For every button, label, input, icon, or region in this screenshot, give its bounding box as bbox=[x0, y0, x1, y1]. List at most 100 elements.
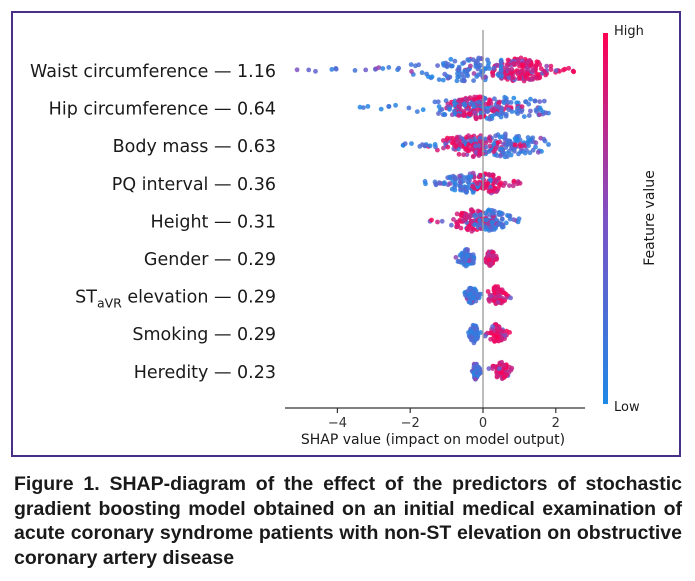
shap-point bbox=[483, 140, 489, 146]
shap-point bbox=[510, 183, 516, 189]
shap-point bbox=[543, 110, 549, 116]
shap-point bbox=[439, 107, 445, 112]
shap-point bbox=[537, 99, 543, 104]
shap-point bbox=[525, 66, 531, 72]
shap-point bbox=[494, 257, 499, 262]
shap-point bbox=[467, 95, 473, 101]
shap-point bbox=[537, 105, 543, 111]
shap-point bbox=[476, 64, 482, 70]
shap-point bbox=[486, 101, 491, 107]
shap-point bbox=[452, 184, 458, 190]
shap-point bbox=[495, 334, 501, 340]
shap-point bbox=[493, 225, 498, 231]
shap-point bbox=[534, 109, 539, 114]
shap-point bbox=[546, 142, 551, 147]
shap-point bbox=[507, 330, 512, 335]
shap-point bbox=[396, 65, 402, 71]
shap-point bbox=[464, 253, 470, 259]
shap-point bbox=[508, 367, 514, 373]
shap-point bbox=[466, 111, 472, 117]
shap-point bbox=[333, 66, 339, 71]
shap-point bbox=[544, 63, 550, 69]
shap-point bbox=[496, 299, 501, 305]
shap-point bbox=[468, 334, 474, 340]
shap-beeswarm-chart: Waist circumference — 1.16 Hip circumfere… bbox=[30, 24, 658, 448]
shap-point bbox=[553, 68, 559, 73]
shap-point bbox=[446, 62, 451, 67]
feature-label: Smoking — 0.29 bbox=[132, 325, 276, 345]
shap-point bbox=[454, 134, 460, 140]
shap-point bbox=[489, 219, 495, 225]
shap-point bbox=[507, 183, 512, 189]
shap-point bbox=[429, 217, 434, 223]
shap-point bbox=[495, 222, 501, 228]
shap-point bbox=[509, 146, 514, 151]
shap-point bbox=[534, 75, 539, 81]
shap-point bbox=[526, 113, 532, 118]
shap-point bbox=[526, 143, 531, 149]
shap-point bbox=[423, 181, 428, 187]
shap-point bbox=[497, 134, 503, 140]
shap-point bbox=[473, 143, 478, 149]
feature-label: PQ interval — 0.36 bbox=[112, 175, 276, 195]
shap-point bbox=[491, 141, 497, 147]
shap-point bbox=[380, 66, 386, 71]
shap-point bbox=[502, 94, 508, 100]
shap-point bbox=[468, 219, 474, 224]
shap-point bbox=[473, 116, 479, 122]
shap-point bbox=[485, 109, 490, 114]
shap-point bbox=[469, 207, 474, 213]
shap-point bbox=[444, 137, 449, 143]
shap-point bbox=[492, 186, 498, 191]
shap-point bbox=[529, 62, 534, 67]
shap-point bbox=[463, 146, 469, 152]
shap-point bbox=[486, 257, 492, 263]
colorbar-high-label: High bbox=[614, 24, 644, 39]
shap-point bbox=[452, 176, 458, 182]
shap-point bbox=[482, 136, 488, 142]
shap-point bbox=[435, 219, 440, 225]
shap-point bbox=[508, 141, 513, 147]
shap-point bbox=[448, 56, 454, 62]
shap-point bbox=[525, 59, 531, 65]
colorbar-low-label: Low bbox=[614, 400, 640, 415]
shap-point bbox=[447, 174, 453, 180]
shap-point bbox=[528, 96, 533, 102]
feature-label: Body mass — 0.63 bbox=[113, 137, 276, 157]
shap-point bbox=[461, 60, 467, 65]
shap-point bbox=[506, 75, 512, 81]
shap-point bbox=[378, 106, 384, 112]
shap-point bbox=[498, 73, 504, 79]
shap-point bbox=[526, 101, 532, 107]
shap-point bbox=[516, 70, 522, 75]
shap-point bbox=[504, 154, 510, 160]
shap-point bbox=[474, 370, 479, 376]
shap-point bbox=[429, 74, 435, 80]
shap-point bbox=[501, 374, 507, 380]
shap-point bbox=[452, 58, 458, 64]
shap-point bbox=[464, 68, 470, 74]
shap-point bbox=[533, 62, 539, 68]
shap-point bbox=[474, 74, 480, 79]
shap-point bbox=[518, 143, 524, 149]
shap-point bbox=[472, 364, 478, 370]
shap-point bbox=[514, 100, 520, 106]
shap-point bbox=[313, 68, 318, 74]
shap-point bbox=[466, 215, 472, 220]
shap-point bbox=[478, 212, 483, 218]
shap-point bbox=[475, 222, 481, 228]
shap-point bbox=[294, 67, 300, 73]
shap-point bbox=[501, 150, 506, 156]
shap-point bbox=[478, 151, 484, 156]
feature-label: Heredity — 0.23 bbox=[134, 363, 276, 383]
shap-point bbox=[528, 108, 533, 114]
shap-point bbox=[422, 143, 428, 149]
shap-point bbox=[465, 227, 471, 233]
shap-point bbox=[414, 109, 420, 114]
shap-point bbox=[485, 289, 491, 294]
shap-point bbox=[458, 179, 463, 185]
x-tick-label: 2 bbox=[552, 416, 560, 431]
shap-point bbox=[452, 100, 457, 106]
shap-point bbox=[461, 152, 466, 158]
shap-point bbox=[566, 65, 572, 71]
